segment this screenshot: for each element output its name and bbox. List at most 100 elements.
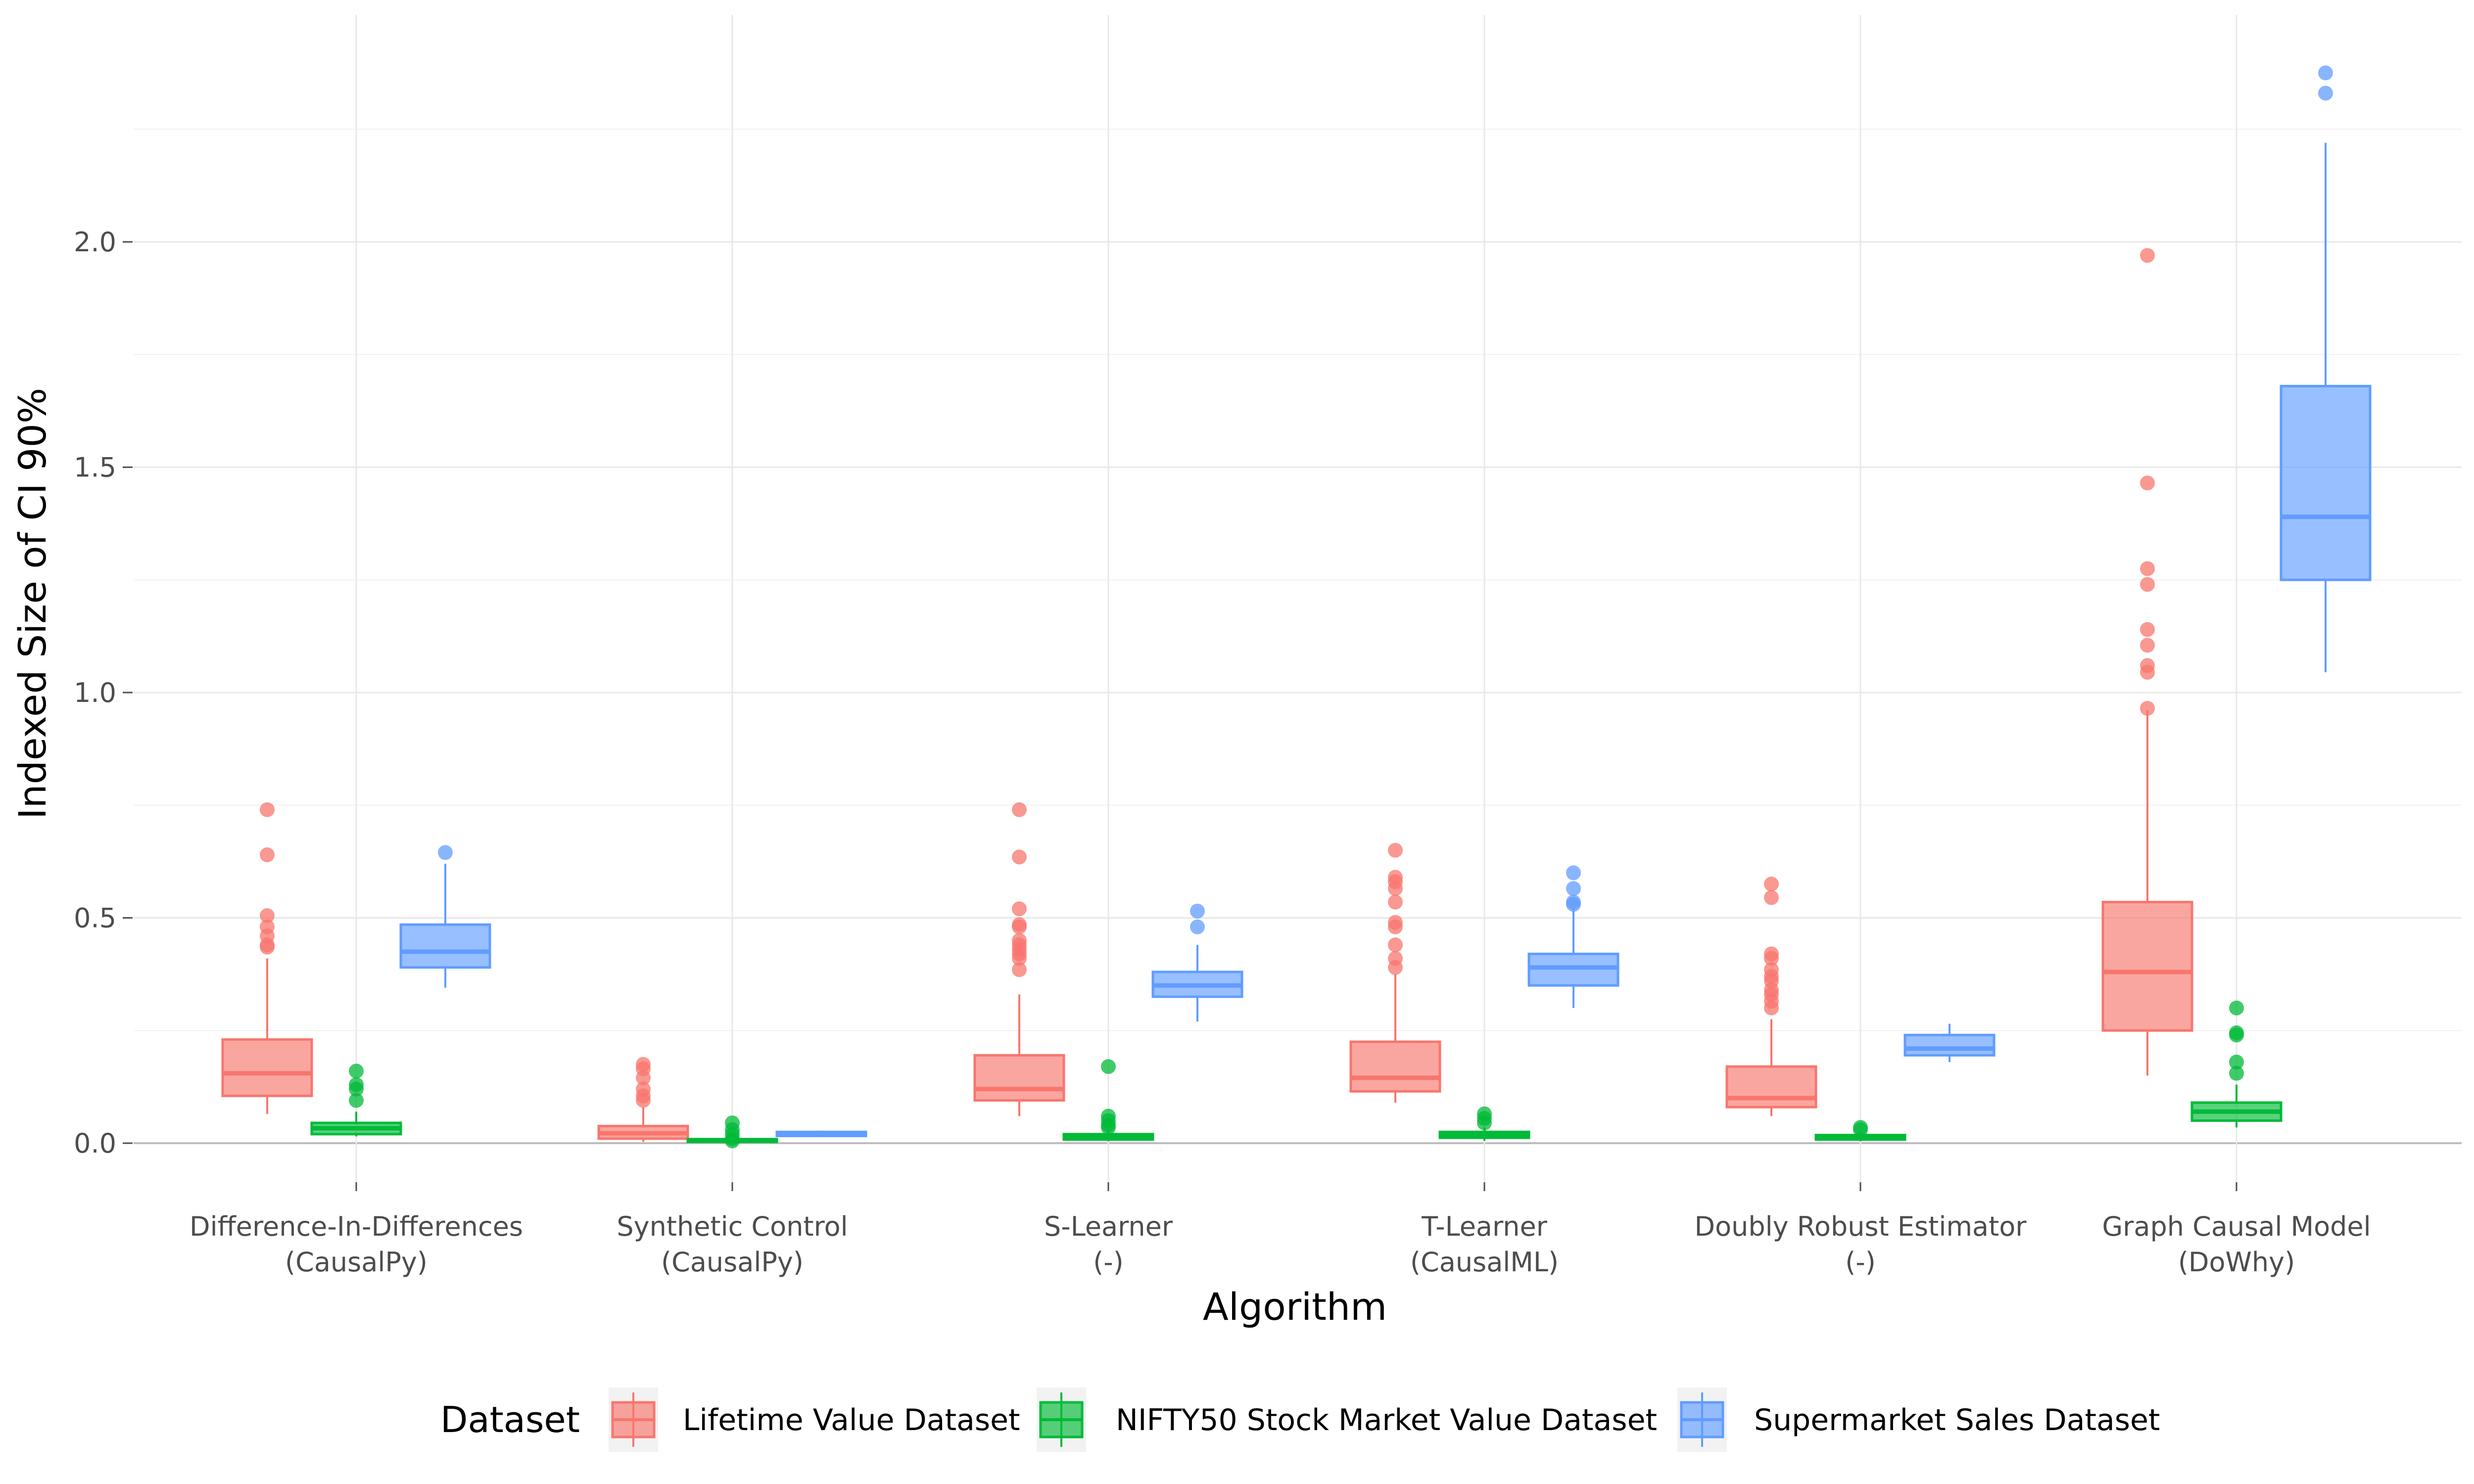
outlier-point xyxy=(2229,1066,2244,1081)
outlier-point xyxy=(2140,561,2155,576)
outlier-point xyxy=(636,1070,651,1085)
outlier-point xyxy=(2229,1027,2244,1043)
outlier-point xyxy=(1566,881,1581,896)
outlier-point xyxy=(260,939,275,955)
outlier-point xyxy=(725,1133,740,1149)
y-tick-label: 2.0 xyxy=(74,227,116,258)
box xyxy=(973,1054,1065,1102)
outlier-point xyxy=(1012,951,1027,966)
outlier-point xyxy=(1477,1115,1492,1131)
x-tick-label: Graph Causal Model xyxy=(2102,1211,2371,1242)
legend-label: Supermarket Sales Dataset xyxy=(1754,1403,2160,1438)
x-axis-title: Algorithm xyxy=(1203,1285,1387,1329)
legend: Dataset Lifetime Value Dataset NIFTY50 St… xyxy=(440,1388,2160,1452)
outlier-point xyxy=(1101,1059,1116,1074)
box-group xyxy=(221,802,313,1114)
outlier-point xyxy=(1190,903,1205,919)
outlier-point xyxy=(1190,919,1205,934)
outlier-point xyxy=(1764,890,1779,905)
outlier-point xyxy=(1012,919,1027,934)
outlier-point xyxy=(2140,638,2155,653)
box xyxy=(399,923,491,969)
box-group xyxy=(2280,65,2372,673)
legend-label: NIFTY50 Stock Market Value Dataset xyxy=(1116,1403,1657,1438)
outlier-point xyxy=(1012,849,1027,865)
boxes xyxy=(221,65,2372,1149)
x-tick-sublabel: (DoWhy) xyxy=(2178,1247,2295,1278)
outlier-point xyxy=(349,1093,364,1108)
outlier-point xyxy=(260,908,275,923)
box xyxy=(2280,385,2372,581)
outlier-point xyxy=(2140,700,2155,716)
box-group xyxy=(2190,1000,2283,1128)
outlier-point xyxy=(438,845,453,860)
outlier-point xyxy=(1012,802,1027,817)
box xyxy=(1349,1040,1441,1093)
box-group xyxy=(775,1130,867,1137)
grid-lines xyxy=(134,15,2462,1182)
box xyxy=(221,1038,313,1097)
x-tick-label: S-Learner xyxy=(1044,1211,1173,1242)
y-tick-label: 0.5 xyxy=(74,903,116,934)
outlier-point xyxy=(1388,842,1403,858)
x-tick-sublabel: (CausalPy) xyxy=(285,1247,428,1278)
outlier-point xyxy=(2140,665,2155,680)
y-tick-label: 1.0 xyxy=(74,677,116,708)
box-group xyxy=(686,1115,778,1149)
outlier-point xyxy=(2318,86,2333,101)
outlier-point xyxy=(1012,901,1027,917)
outlier-point xyxy=(349,1064,364,1079)
outlier-point xyxy=(260,802,275,817)
box-group xyxy=(310,1064,402,1137)
outlier-point xyxy=(1388,960,1403,975)
box-group xyxy=(1151,903,1243,1022)
x-tick-sublabel: (-) xyxy=(1845,1247,1876,1278)
outlier-point xyxy=(1853,1122,1868,1137)
outlier-point xyxy=(1388,894,1403,910)
outlier-point xyxy=(1388,937,1403,953)
y-tick-label: 1.5 xyxy=(74,452,116,483)
box-group xyxy=(1725,877,1817,1116)
box-group xyxy=(1903,1023,1996,1063)
y-axis-title: Indexed Size of CI 90% xyxy=(10,388,54,819)
box-group xyxy=(1814,1120,1906,1142)
legend-label: Lifetime Value Dataset xyxy=(683,1403,1020,1438)
outlier-point xyxy=(260,847,275,862)
x-tick-label: Difference-In-Differences xyxy=(190,1211,523,1242)
box-group xyxy=(597,1057,689,1142)
x-tick-label: T-Learner xyxy=(1421,1211,1548,1242)
outlier-point xyxy=(1388,919,1403,934)
outlier-point xyxy=(2318,65,2333,81)
box xyxy=(1903,1033,1996,1057)
outlier-point xyxy=(1764,951,1779,966)
axes: 0.0 0.5 1.0 1.5 2.0 Difference-In-Differences… xyxy=(74,227,2371,1278)
x-tick-label: Synthetic Control xyxy=(617,1211,848,1242)
outlier-point xyxy=(2140,248,2155,263)
outlier-point xyxy=(1764,1000,1779,1016)
legend-item: Supermarket Sales Dataset xyxy=(1677,1388,2160,1452)
outlier-point xyxy=(636,1093,651,1108)
x-tick-label: Doubly Robust Estimator xyxy=(1695,1211,2027,1242)
outlier-point xyxy=(2140,577,2155,592)
box-group xyxy=(973,802,1065,1116)
x-tick-sublabel: (CausalPy) xyxy=(661,1247,804,1278)
y-tick-label: 0.0 xyxy=(74,1128,116,1159)
legend-item: Lifetime Value Dataset xyxy=(609,1388,1020,1452)
box xyxy=(1527,952,1619,987)
box-group xyxy=(399,845,491,988)
outlier-point xyxy=(349,1081,364,1097)
outlier-point xyxy=(1566,897,1581,912)
outlier-point xyxy=(2140,622,2155,637)
outlier-point xyxy=(1388,881,1403,896)
legend-item: NIFTY50 Stock Market Value Dataset xyxy=(1037,1388,1657,1452)
outlier-point xyxy=(1012,962,1027,977)
outlier-point xyxy=(2229,1000,2244,1016)
outlier-point xyxy=(2140,475,2155,491)
box xyxy=(2101,901,2193,1032)
outlier-point xyxy=(1764,877,1779,892)
box-group xyxy=(1349,842,1441,1103)
x-tick-sublabel: (-) xyxy=(1093,1247,1124,1278)
outlier-point xyxy=(1101,1120,1116,1135)
box-group xyxy=(1062,1059,1154,1142)
